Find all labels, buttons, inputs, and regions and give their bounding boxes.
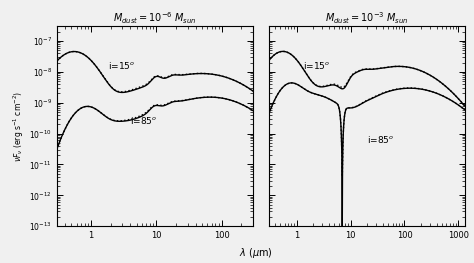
Text: $\lambda$ ($\mu$m): $\lambda$ ($\mu$m) <box>239 246 273 260</box>
Y-axis label: $\nu F_\nu$ (erg s$^{-1}$ cm$^{-2}$): $\nu F_\nu$ (erg s$^{-1}$ cm$^{-2}$) <box>12 91 27 162</box>
Text: i=85$^o$: i=85$^o$ <box>130 115 157 126</box>
Title: $M_{dust}=10^{-3}$ $M_{sun}$: $M_{dust}=10^{-3}$ $M_{sun}$ <box>325 10 409 26</box>
Text: i=85$^o$: i=85$^o$ <box>367 134 394 145</box>
Title: $M_{dust}=10^{-6}$ $M_{sun}$: $M_{dust}=10^{-6}$ $M_{sun}$ <box>113 10 197 26</box>
Text: i=15$^o$: i=15$^o$ <box>303 60 330 72</box>
Text: i=15$^o$: i=15$^o$ <box>108 60 135 72</box>
